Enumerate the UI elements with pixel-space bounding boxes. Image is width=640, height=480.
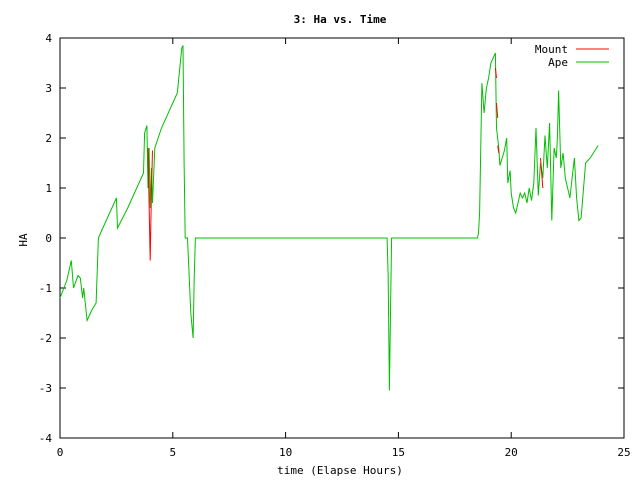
chart-title: 3: Ha vs. Time [294, 13, 387, 26]
series-lines [59, 45, 599, 391]
x-tick-label: 10 [279, 446, 292, 459]
series-line-ape [59, 45, 599, 391]
series-line-mount [497, 145, 500, 154]
y-tick-label: 2 [45, 132, 52, 145]
y-tick-label: -3 [39, 382, 52, 395]
y-tick-label: 4 [45, 32, 52, 45]
y-tick-label: -1 [39, 282, 52, 295]
y-tick-label: -2 [39, 332, 52, 345]
legend-label: Mount [535, 43, 568, 56]
x-tick-label: 25 [617, 446, 630, 459]
series-line-mount [540, 157, 544, 189]
y-tick-label: -4 [39, 432, 53, 445]
y-tick-label: 0 [45, 232, 52, 245]
x-tick-label: 5 [169, 446, 176, 459]
y-tick-label: 3 [45, 82, 52, 95]
series-line-mount [494, 67, 497, 79]
y-axis-label: HA [17, 233, 30, 247]
series-line-mount [147, 147, 153, 261]
y-tick-label: 1 [45, 182, 52, 195]
legend-label: Ape [548, 56, 568, 69]
x-axis-label: time (Elapse Hours) [277, 464, 403, 477]
x-tick-label: 20 [505, 446, 518, 459]
x-tick-label: 0 [57, 446, 64, 459]
series-line-mount [496, 102, 499, 119]
axis-ticks: 0 5 10 15 20 25 -4 -3 -2 -1 0 1 2 3 4 [39, 32, 631, 459]
x-tick-label: 15 [392, 446, 405, 459]
